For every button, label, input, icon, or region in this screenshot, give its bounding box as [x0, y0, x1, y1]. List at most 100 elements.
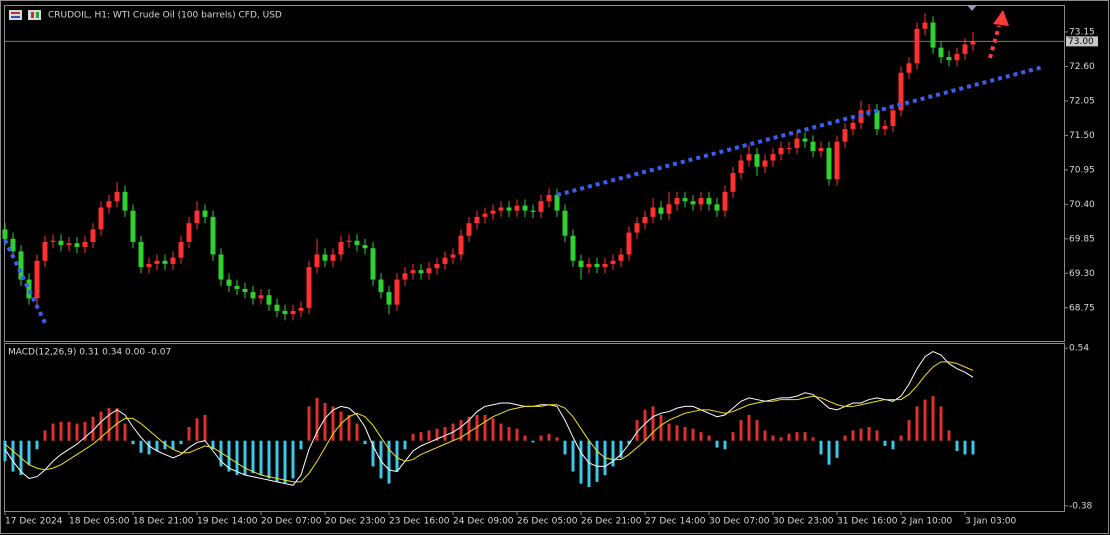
candle-body: [874, 110, 880, 130]
histogram-bar: [971, 440, 975, 455]
y-tick-label: 0.54: [1069, 344, 1089, 354]
histogram-bar: [731, 432, 735, 441]
candle-body: [586, 263, 592, 268]
histogram-bar: [811, 437, 815, 441]
histogram-bar: [323, 403, 327, 441]
candle-body: [410, 270, 416, 274]
histogram-bar: [947, 430, 951, 441]
candle-body: [498, 207, 504, 211]
candle-body: [250, 292, 256, 299]
histogram-bar: [251, 440, 255, 474]
candle-body: [970, 41, 976, 45]
candle-body: [442, 257, 448, 264]
candle-body: [954, 53, 960, 61]
candle-body: [850, 122, 856, 130]
candle-body: [634, 223, 640, 233]
candle-body: [770, 154, 776, 161]
x-tick-label: 20 Dec 07:00: [261, 517, 322, 527]
histogram-bar: [555, 437, 559, 441]
histogram-bar: [859, 428, 863, 441]
candle-body: [514, 205, 520, 211]
candle-body: [738, 160, 744, 173]
histogram-bar: [35, 440, 39, 450]
candle-body: [210, 216, 216, 255]
candle-body: [322, 254, 328, 261]
candle-body: [578, 260, 584, 268]
histogram-bar: [91, 416, 95, 441]
candle-body: [922, 22, 928, 29]
x-tick-label: 23 Dec 16:00: [389, 517, 450, 527]
candle-body: [242, 288, 248, 293]
candle-body: [346, 240, 352, 242]
candle-body: [274, 304, 280, 311]
histogram-bar: [267, 440, 271, 479]
histogram-bar: [931, 396, 935, 441]
y-tick-label: 72.05: [1069, 96, 1095, 106]
histogram-bar: [75, 423, 79, 441]
chart-title: CRUDOIL, H1: WTI Crude Oil (100 barrels)…: [48, 11, 282, 21]
histogram-bar: [963, 440, 967, 455]
x-tick-label: 30 Dec 23:00: [773, 517, 834, 527]
histogram-bar: [515, 428, 519, 441]
candle-body: [178, 241, 184, 258]
candle-body: [530, 210, 536, 212]
histogram-bar: [595, 440, 599, 482]
candle-body: [522, 205, 528, 211]
histogram-bar: [659, 415, 663, 441]
histogram-bar: [307, 406, 311, 441]
x-tick-label: 18 Dec 05:00: [69, 517, 130, 527]
y-tick-label: 71.50: [1069, 131, 1095, 141]
histogram-bar: [403, 440, 407, 450]
histogram-bar: [411, 433, 415, 441]
scroll-marker: [967, 5, 977, 11]
candle-body: [450, 254, 456, 258]
candle-body: [890, 110, 896, 126]
candle-body: [218, 254, 224, 280]
candle-body: [458, 235, 464, 255]
histogram-bar: [355, 423, 359, 441]
candle-body: [82, 241, 88, 247]
histogram-bar: [147, 440, 151, 455]
histogram-bar: [347, 415, 351, 441]
y-tick-label: 72.60: [1069, 62, 1095, 72]
histogram-bar: [763, 430, 767, 441]
candle-body: [778, 147, 784, 155]
candle-body: [394, 279, 400, 305]
candle-body: [682, 198, 688, 202]
y-tick-label: -0.38: [1069, 501, 1093, 511]
histogram-bar: [899, 435, 903, 441]
histogram-bar: [619, 440, 623, 458]
histogram-bar: [475, 415, 479, 441]
y-tick-label: 70.40: [1069, 200, 1095, 210]
candle-body: [10, 238, 16, 252]
histogram-bar: [867, 427, 871, 441]
histogram-bar: [219, 440, 223, 467]
histogram-bar: [611, 440, 615, 467]
histogram-bar: [339, 411, 343, 441]
x-tick-label: 31 Dec 16:00: [837, 517, 898, 527]
histogram-bar: [891, 440, 895, 450]
signal-line: [4, 361, 974, 483]
histogram-bar: [819, 440, 823, 455]
candle-body: [698, 198, 704, 205]
candle-body: [258, 295, 264, 299]
candle-body: [18, 251, 24, 280]
candle-body: [570, 235, 576, 261]
histogram-bar: [803, 432, 807, 441]
candle-body: [786, 147, 792, 149]
histogram-bar: [467, 416, 471, 441]
x-tick-label: 27 Dec 14:00: [645, 517, 706, 527]
candle-body: [194, 210, 200, 224]
candle-body: [938, 47, 944, 58]
histogram-bar: [387, 440, 391, 484]
icon: [9, 10, 22, 20]
histogram-bar: [83, 421, 87, 441]
histogram-bar: [331, 406, 335, 441]
icon: [36, 12, 39, 18]
candle-body: [466, 223, 472, 236]
histogram-bar: [43, 430, 47, 441]
candle-body: [386, 292, 392, 305]
candle-body: [42, 241, 48, 261]
histogram-bar: [723, 440, 727, 450]
